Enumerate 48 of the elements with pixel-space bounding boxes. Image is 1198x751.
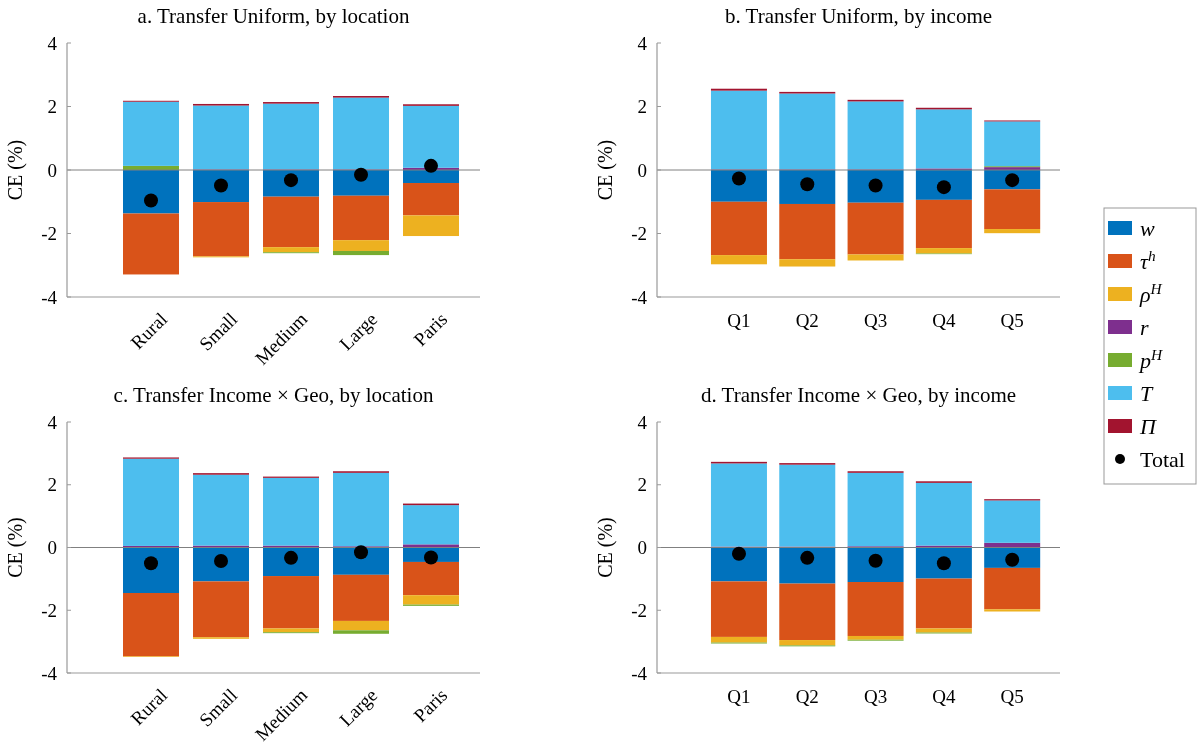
y-tick-label: 2	[47, 96, 57, 118]
y-tick-label: 2	[637, 96, 647, 118]
x-tick-label: Q4	[932, 686, 956, 707]
x-tick-label: Q5	[1000, 686, 1024, 707]
legend-label: w	[1140, 215, 1155, 241]
x-tick-label: Q2	[795, 310, 819, 331]
legend-label: ρ$^{H}$	[1139, 279, 1163, 307]
y-tick-label: 2	[637, 474, 647, 496]
y-axis-title: CE (%)	[594, 517, 617, 578]
y-tick-label: -4	[41, 662, 58, 684]
y-axis-title: CE (%)	[4, 517, 27, 578]
x-tick-label: Q3	[863, 686, 888, 707]
x-tick-label: Q5	[1000, 310, 1024, 331]
x-tick-label: Q4	[932, 310, 956, 331]
chart-title: d. Transfer Income × Geo, by income	[700, 383, 1017, 407]
legend-label: τ$^{h}$	[1140, 246, 1156, 274]
x-tick-label: Paris	[409, 684, 452, 727]
y-tick-label: 4	[637, 411, 648, 433]
chart-title: c. Transfer Income × Geo, by location	[113, 383, 434, 407]
legend-label: p$^{H}$	[1138, 345, 1163, 373]
y-tick-label: -2	[631, 599, 647, 621]
x-tick-label: Q3	[863, 310, 888, 331]
y-axis-title: CE (%)	[594, 139, 617, 201]
x-tick-label: Paris	[409, 308, 452, 351]
y-tick-label: -2	[41, 599, 57, 621]
y-tick-label: 4	[637, 32, 648, 54]
y-tick-label: -4	[41, 286, 58, 308]
x-tick-label: Q1	[727, 686, 751, 707]
y-tick-label: -2	[631, 223, 647, 245]
y-tick-label: 2	[47, 474, 57, 496]
legend-label: T	[1140, 380, 1154, 406]
chart-title: a. Transfer Uniform, by location	[137, 4, 410, 28]
y-tick-label: 4	[47, 411, 58, 433]
y-tick-label: -4	[631, 662, 648, 684]
y-tick-label: -2	[41, 223, 57, 245]
y-tick-label: 0	[637, 537, 647, 559]
chart-title: b. Transfer Uniform, by income	[724, 4, 993, 28]
y-tick-label: 0	[47, 159, 57, 181]
legend-label: Π	[1139, 413, 1157, 439]
legend-label: r	[1140, 314, 1149, 340]
y-tick-label: -4	[631, 286, 648, 308]
x-tick-label: Q2	[795, 686, 819, 707]
x-tick-label: Q1	[727, 310, 751, 331]
y-tick-label: 4	[47, 32, 58, 54]
y-tick-label: 0	[47, 537, 57, 559]
legend-label: Total	[1140, 446, 1185, 472]
y-axis-title: CE (%)	[4, 139, 27, 201]
y-tick-label: 0	[637, 159, 647, 181]
